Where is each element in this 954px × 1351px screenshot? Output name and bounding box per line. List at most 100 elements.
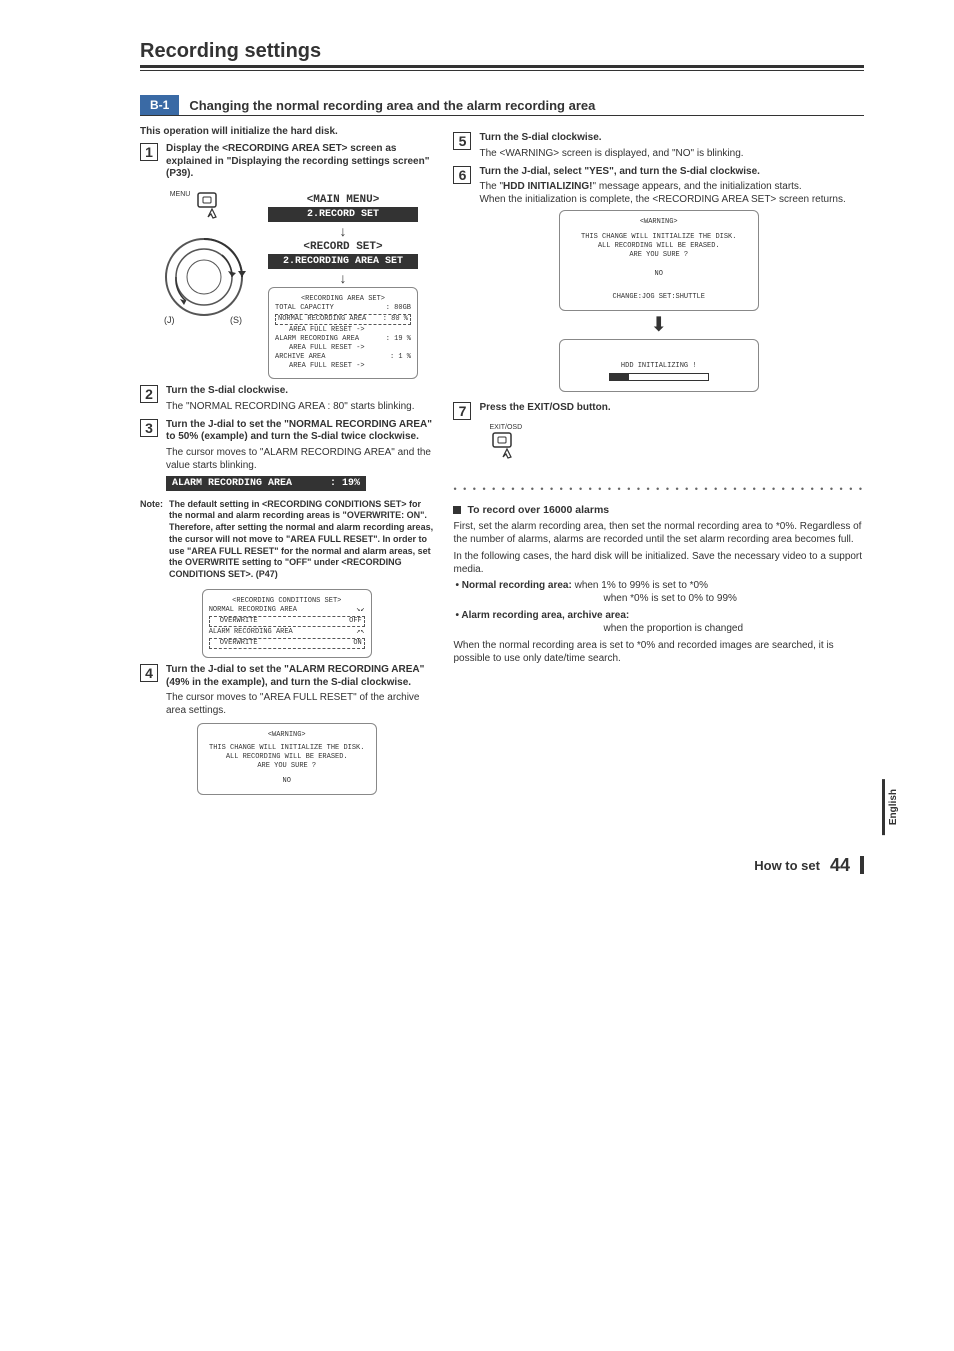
- warning-footer: CHANGE:JOG SET:SHUTTLE: [566, 293, 752, 302]
- para: When the normal recording area is set to…: [453, 639, 864, 665]
- bullet-normal: • Normal recording area: when 1% to 99% …: [453, 579, 864, 593]
- note-block: Note: The default setting in <RECORDING …: [140, 499, 433, 581]
- overwrite-label: OVERWRITE: [212, 639, 258, 648]
- recording-area-set-menu-item: 2.RECORDING AREA SET: [268, 254, 418, 269]
- jog-menu-diagram: MENU: [158, 191, 433, 380]
- menu-stack: <MAIN MENU> 2.RECORD SET ↓ <RECORD SET> …: [268, 191, 418, 380]
- left-column: This operation will initialize the hard …: [140, 126, 433, 795]
- page-title: Recording settings: [140, 40, 864, 63]
- subsection-head: To record over 16000 alarms: [453, 504, 864, 516]
- warning-title: <WARNING>: [204, 731, 370, 740]
- note-label: Note:: [140, 499, 163, 581]
- bullet-label: • Normal recording area:: [455, 580, 571, 591]
- alarm-area-value: : 19 %: [386, 335, 411, 344]
- step-4: 4 Turn the J-dial to set the "ALARM RECO…: [140, 664, 433, 717]
- exit-osd-diagram: EXIT/OSD: [489, 424, 864, 474]
- step-text: When the initialization is complete, the…: [479, 193, 864, 206]
- step-head: Turn the J-dial to set the "NORMAL RECOR…: [166, 419, 433, 444]
- warning-l2: ALL RECORDING WILL BE ERASED.: [566, 242, 752, 251]
- warning-title: <WARNING>: [566, 218, 752, 227]
- note-text: The default setting in <RECORDING CONDIT…: [169, 499, 433, 581]
- warning-l3: ARE YOU SURE ?: [566, 251, 752, 260]
- step-text: The "HDD INITIALIZING!" message appears,…: [479, 180, 864, 193]
- step-number: 7: [453, 402, 471, 420]
- progress-bar: [609, 373, 709, 381]
- s-label: (S): [230, 315, 242, 325]
- warning-no: NO: [566, 270, 752, 279]
- archive-area-label: ARCHIVE AREA: [275, 353, 325, 362]
- bullet-sub: when the proportion is changed: [453, 622, 864, 636]
- archive-area-value: : 1 %: [390, 353, 411, 362]
- footer-mark-icon: [860, 856, 864, 874]
- overwrite-value: OFF: [349, 617, 362, 626]
- j-label: (J): [164, 315, 175, 325]
- screen-title: <RECORDING AREA SET>: [275, 295, 411, 304]
- right-column: 5 Turn the S-dial clockwise. The <WARNIN…: [453, 126, 864, 795]
- step-number: 5: [453, 132, 471, 150]
- step-text: The cursor moves to "ALARM RECORDING ARE…: [166, 446, 433, 472]
- subsection-title: To record over 16000 alarms: [467, 504, 609, 516]
- exit-label: EXIT/OSD: [489, 424, 864, 431]
- warning-l1: THIS CHANGE WILL INITIALIZE THE DISK.: [566, 233, 752, 242]
- alarm-area-label: ALARM RECORDING AREA: [275, 335, 359, 344]
- warning-no: NO: [204, 777, 370, 786]
- main-menu-label: <MAIN MENU>: [268, 194, 418, 206]
- t: " message appears, and the initializatio…: [592, 181, 801, 192]
- square-bullet-icon: [453, 506, 461, 514]
- alarm-strip: ALARM RECORDING AREA : 19%: [166, 476, 366, 491]
- overwrite-label: OVERWRITE: [212, 617, 258, 626]
- step-head: Display the <RECORDING AREA SET> screen …: [166, 143, 433, 181]
- language-tab: English: [882, 779, 902, 835]
- alarm-strip-value: : 19%: [330, 478, 360, 489]
- bullet-sub: when *0% is set to 0% to 99%: [453, 592, 864, 606]
- intro-text: This operation will initialize the hard …: [140, 126, 433, 137]
- step-7: 7 Press the EXIT/OSD button.: [453, 402, 864, 420]
- capacity-label: TOTAL CAPACITY: [275, 304, 334, 313]
- step-5: 5 Turn the S-dial clockwise. The <WARNIN…: [453, 132, 864, 160]
- capacity-value: : 80GB: [386, 304, 411, 313]
- hdd-init-text: HDD INITIALIZING !: [566, 362, 752, 371]
- manual-page: Recording settings B-1 Changing the norm…: [0, 0, 954, 916]
- step-text: The cursor moves to "AREA FULL RESET" of…: [166, 691, 433, 717]
- section-tag: B-1: [140, 95, 179, 115]
- arrow-icons: ↗↖: [356, 628, 364, 637]
- arrow-down-icon: ⬇: [453, 315, 864, 335]
- progress-fill: [610, 374, 630, 380]
- warning-screen: <WARNING> THIS CHANGE WILL INITIALIZE TH…: [559, 210, 759, 311]
- step-number: 1: [140, 143, 158, 161]
- alarm-strip-label: ALARM RECORDING AREA: [172, 478, 292, 489]
- normal-area-value: : 80 %: [383, 315, 408, 324]
- title-rule: [140, 65, 864, 71]
- recording-area-set-screen: <RECORDING AREA SET> TOTAL CAPACITY : 80G…: [268, 287, 418, 380]
- section-bar: B-1 Changing the normal recording area a…: [140, 95, 864, 116]
- arrow-down-icon: ↓: [268, 271, 418, 285]
- jog-dial-icon: (J) (S): [158, 231, 250, 341]
- area-full-reset: AREA FULL RESET ->: [275, 344, 411, 353]
- step-head: Turn the S-dial clockwise.: [166, 385, 433, 398]
- para: In the following cases, the hard disk wi…: [453, 550, 864, 576]
- button-press-icon: [194, 191, 238, 231]
- warning-l1: THIS CHANGE WILL INITIALIZE THE DISK.: [204, 744, 370, 753]
- section-label: Changing the normal recording area and t…: [189, 98, 595, 113]
- bullet-alarm: • Alarm recording area, archive area:: [453, 609, 864, 623]
- step-head: Turn the J-dial, select "YES", and turn …: [479, 166, 864, 179]
- step-number: 6: [453, 166, 471, 184]
- footer-label: How to set: [754, 858, 820, 873]
- arrow-down-icon: ↓: [268, 224, 418, 238]
- step-head: Press the EXIT/OSD button.: [479, 402, 864, 415]
- step-head: Turn the J-dial to set the "ALARM RECORD…: [166, 664, 433, 689]
- warning-l3: ARE YOU SURE ?: [204, 762, 370, 771]
- step-number: 3: [140, 419, 158, 437]
- menu-label: MENU: [170, 191, 191, 198]
- screen-title: <RECORDING CONDITIONS SET>: [209, 597, 365, 606]
- area-full-reset: AREA FULL RESET ->: [275, 326, 411, 335]
- record-set-label: <RECORD SET>: [268, 241, 418, 253]
- step-text: The "NORMAL RECORDING AREA : 80" starts …: [166, 400, 433, 413]
- page-footer: How to set 44: [140, 855, 864, 876]
- step-head: Turn the S-dial clockwise.: [479, 132, 864, 145]
- dot-separator: • • • • • • • • • • • • • • • • • • • • …: [453, 484, 864, 494]
- step-1: 1 Display the <RECORDING AREA SET> scree…: [140, 143, 433, 183]
- recording-conditions-screen: <RECORDING CONDITIONS SET> NORMAL RECORD…: [202, 589, 372, 658]
- overwrite-value: ON: [353, 639, 361, 648]
- bullet-text: when 1% to 99% is set to *0%: [572, 580, 708, 591]
